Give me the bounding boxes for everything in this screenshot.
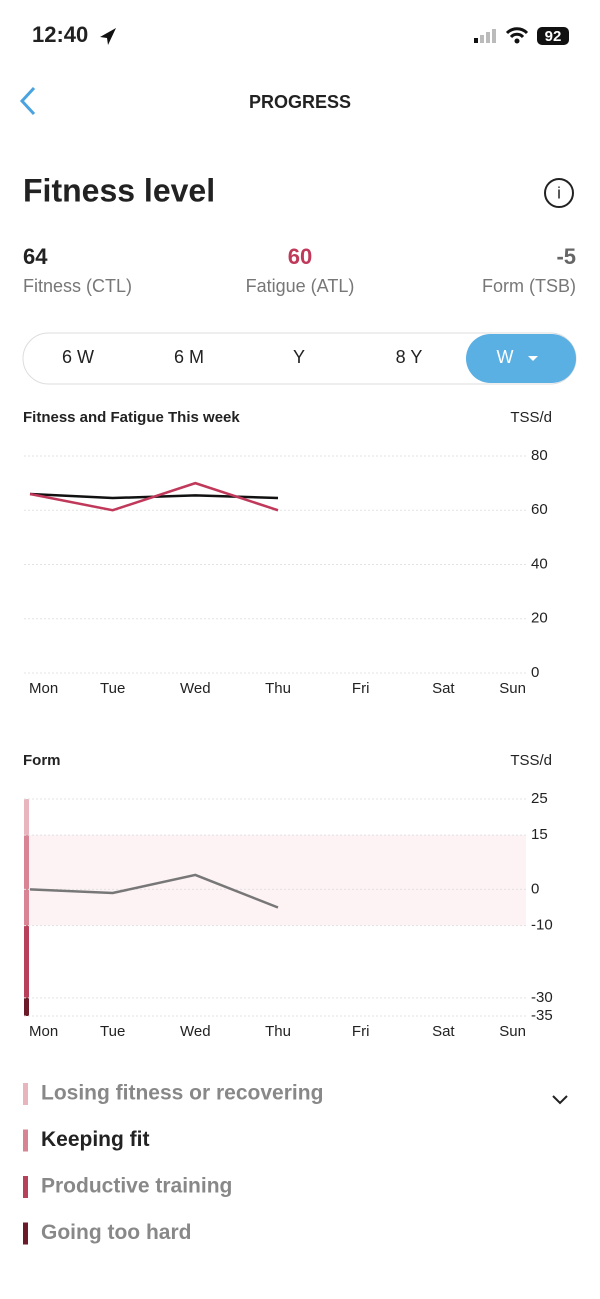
metric-value: 64 xyxy=(23,244,48,269)
active-tab[interactable] xyxy=(466,334,576,383)
x-tick-label: Tue xyxy=(100,1023,125,1040)
metric-label: Form (TSB) xyxy=(482,276,576,296)
x-tick-label: Wed xyxy=(180,680,211,697)
x-tick-label: Sat xyxy=(432,1023,455,1040)
y-tick-label: -30 xyxy=(531,989,553,1006)
zone-bar xyxy=(24,835,29,926)
dropdown-arrow xyxy=(528,356,538,361)
metric-value: -5 xyxy=(556,244,576,269)
legend-label: Keeping fit xyxy=(41,1128,150,1151)
info-icon: i xyxy=(557,183,561,202)
back-button[interactable] xyxy=(19,86,36,116)
y-tick-label: 0 xyxy=(531,880,539,897)
y-tick-label: 25 xyxy=(531,790,548,807)
header-title: PROGRESS xyxy=(249,92,351,112)
tab[interactable]: W xyxy=(497,347,514,367)
x-tick-label: Sun xyxy=(499,680,526,697)
metric-label: Fitness (CTL) xyxy=(23,276,132,296)
y-tick-label: 0 xyxy=(531,664,539,681)
chart-title: Form xyxy=(23,752,61,769)
series-line xyxy=(29,873,279,909)
y-tick-label: -35 xyxy=(531,1007,553,1024)
signal-icon xyxy=(474,29,496,43)
time: 12:40 xyxy=(32,22,88,47)
x-tick-label: Thu xyxy=(265,680,291,697)
x-tick-label: Fri xyxy=(352,1023,370,1040)
y-tick-label: 15 xyxy=(531,826,548,843)
y-axis-label: TSS/d xyxy=(510,752,552,769)
y-tick-label: -10 xyxy=(531,917,553,934)
battery-level: 92 xyxy=(545,28,562,45)
wifi-dot xyxy=(514,38,520,44)
y-tick-label: 20 xyxy=(531,610,548,627)
y-tick-label: 80 xyxy=(531,447,548,464)
tab[interactable]: 6 W xyxy=(62,347,94,367)
tab[interactable]: Y xyxy=(293,347,305,367)
x-tick-label: Sun xyxy=(499,1023,526,1040)
x-tick-label: Wed xyxy=(180,1023,211,1040)
legend-swatch xyxy=(23,1222,28,1245)
x-tick-label: Mon xyxy=(29,680,58,697)
zone-bar xyxy=(24,997,29,1016)
x-tick-label: Mon xyxy=(29,1023,58,1040)
zone-bar xyxy=(24,799,29,836)
zone-bar xyxy=(24,925,29,998)
zone-band xyxy=(24,835,526,926)
tab[interactable]: 6 M xyxy=(174,347,204,367)
legend-swatch xyxy=(23,1129,28,1152)
y-tick-label: 60 xyxy=(531,501,548,518)
y-axis-label: TSS/d xyxy=(510,409,552,426)
battery xyxy=(537,27,569,45)
metric-value: 60 xyxy=(288,244,312,269)
series-line xyxy=(29,481,279,512)
y-tick-label: 40 xyxy=(531,555,548,572)
legend-label: Productive training xyxy=(41,1175,232,1198)
x-tick-label: Fri xyxy=(352,680,370,697)
tab[interactable]: 8 Y xyxy=(396,347,423,367)
legend-label: Losing fitness or recovering xyxy=(41,1082,323,1105)
info-button[interactable] xyxy=(544,178,574,208)
legend-toggle[interactable] xyxy=(552,1095,568,1105)
legend-label: Going too hard xyxy=(41,1221,191,1244)
legend-swatch xyxy=(23,1083,28,1105)
wifi-icon xyxy=(505,27,529,39)
x-tick-label: Tue xyxy=(100,680,125,697)
location-icon xyxy=(100,28,116,45)
legend-swatch xyxy=(23,1176,28,1198)
metric-label: Fatigue (ATL) xyxy=(246,276,355,296)
x-tick-label: Thu xyxy=(265,1023,291,1040)
section-title: Fitness level xyxy=(23,172,215,208)
x-tick-label: Sat xyxy=(432,680,455,697)
chart-title: Fitness and Fatigue This week xyxy=(23,409,240,426)
